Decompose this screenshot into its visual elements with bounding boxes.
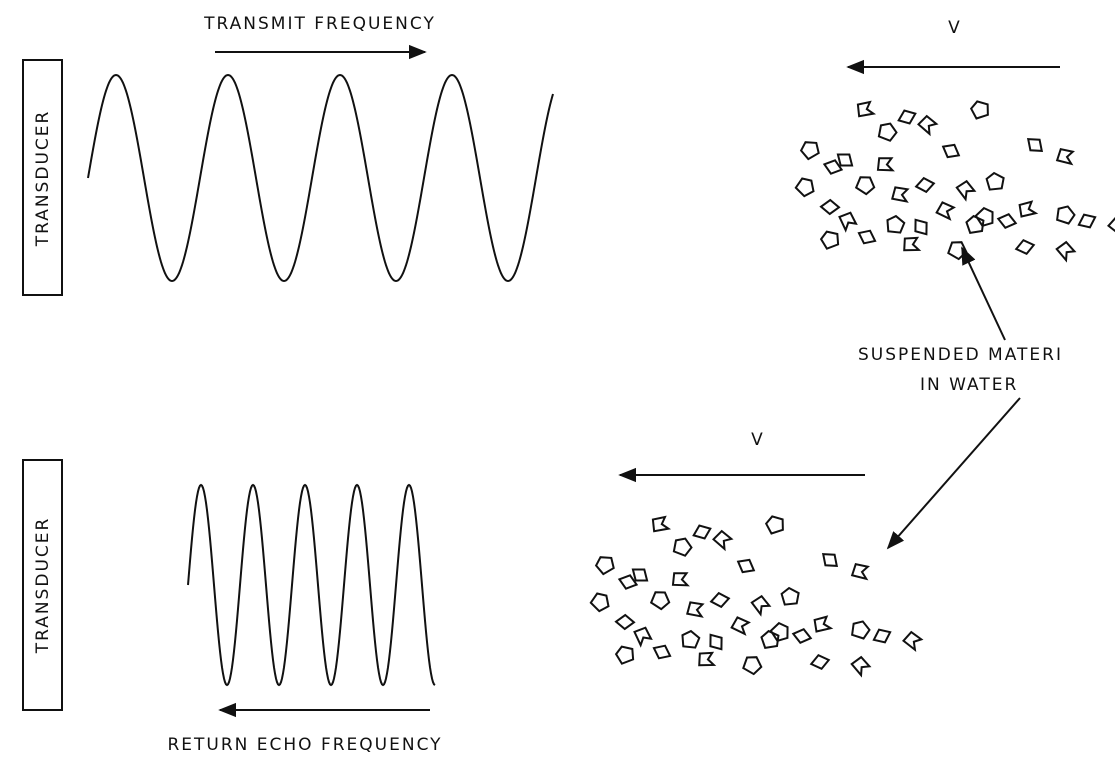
particle: [686, 601, 705, 618]
particle: [633, 626, 653, 648]
particle: [799, 141, 820, 161]
particle: [854, 176, 876, 196]
particle: [1106, 215, 1115, 238]
velocity-label: V: [948, 18, 962, 38]
material-label: IN WATER: [920, 375, 1018, 395]
particle: [917, 114, 939, 137]
particle: [760, 629, 780, 649]
particle: [901, 630, 924, 653]
transmit-label: TRANSMIT FREQUENCY: [203, 14, 436, 34]
material-label: SUSPENDED MATERI: [858, 345, 1063, 365]
particle: [851, 620, 871, 640]
particle: [974, 206, 994, 228]
particle: [594, 556, 615, 576]
particle: [712, 529, 734, 552]
particle: [819, 198, 841, 216]
particle: [947, 241, 968, 261]
particle: [614, 645, 635, 665]
particle: [838, 211, 858, 233]
echo-label: RETURN ECHO FREQUENCY: [167, 735, 442, 755]
pointer-arrow: [961, 246, 1006, 341]
particle: [897, 109, 917, 125]
particle: [652, 644, 672, 660]
particle: [935, 201, 956, 221]
particle: [809, 653, 831, 671]
particle: [965, 214, 985, 234]
particle: [850, 562, 870, 581]
particle: [692, 524, 712, 540]
particle: [672, 537, 693, 557]
particle: [681, 629, 701, 649]
particle: [764, 515, 784, 535]
transducer-label: TRANSDUCER: [33, 517, 53, 655]
particle: [649, 591, 671, 611]
particle: [1077, 213, 1097, 229]
particle: [709, 633, 723, 651]
particle: [969, 100, 989, 120]
particle: [1055, 147, 1075, 166]
particle: [589, 592, 610, 613]
particle: [914, 176, 936, 194]
particle: [836, 153, 854, 167]
transducer-label: TRANSDUCER: [33, 110, 53, 248]
particle: [876, 157, 895, 172]
particle: [1056, 205, 1076, 225]
particle: [742, 656, 763, 676]
velocity-label: V: [751, 430, 765, 450]
particle: [709, 591, 731, 609]
particle: [955, 179, 977, 202]
particle: [1014, 238, 1036, 256]
particle: [891, 186, 910, 203]
particle: [617, 574, 639, 590]
particle: [819, 230, 840, 250]
particle: [730, 616, 751, 636]
particle: [651, 515, 672, 533]
particle: [856, 100, 877, 118]
pointer-arrow: [886, 397, 1021, 550]
particle: [903, 236, 922, 252]
particle: [914, 218, 928, 236]
particle: [780, 586, 800, 606]
particle: [791, 627, 813, 645]
particle: [631, 568, 649, 582]
transducer-box: [22, 59, 63, 296]
particle: [1018, 200, 1039, 218]
particle: [750, 594, 772, 617]
particle: [698, 651, 717, 667]
particle: [1026, 138, 1044, 152]
particle: [821, 553, 839, 567]
particle: [822, 159, 844, 175]
transducer-box: [22, 459, 63, 711]
particle: [671, 572, 690, 587]
particle: [941, 143, 961, 159]
particle: [813, 615, 834, 633]
particle: [614, 613, 636, 631]
particle: [877, 122, 898, 142]
particle: [1055, 240, 1077, 263]
particle: [996, 212, 1018, 230]
particle: [886, 214, 906, 234]
particle: [794, 177, 815, 198]
particle: [769, 621, 789, 643]
particle: [736, 558, 756, 574]
transmit-wave: [187, 483, 436, 687]
decoration: [87, 73, 1115, 687]
particle: [850, 655, 872, 678]
transmit-wave: [87, 73, 554, 283]
particle: [872, 628, 892, 644]
particle: [985, 171, 1005, 191]
particle: [857, 229, 877, 245]
